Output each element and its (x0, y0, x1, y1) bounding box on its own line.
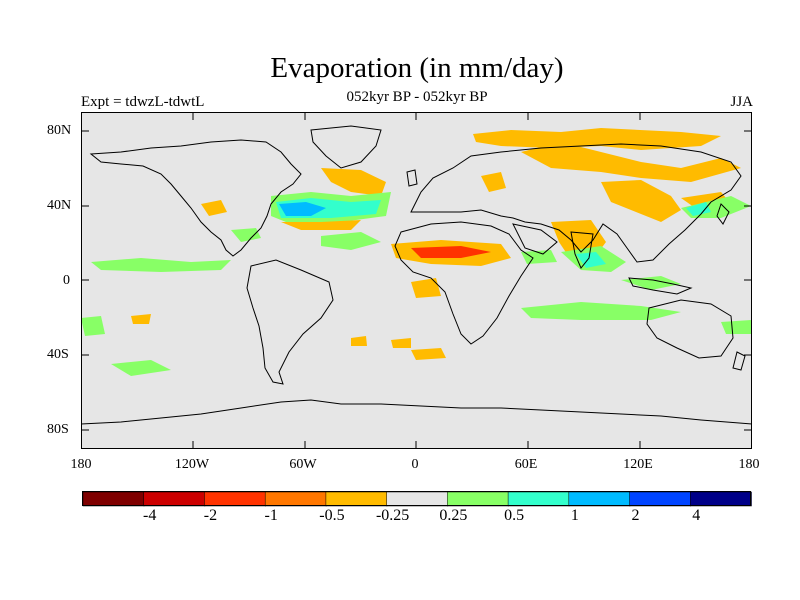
colorbar-label: -1 (264, 507, 278, 524)
colorbar-box (386, 491, 449, 507)
coast-antarctica (81, 399, 753, 425)
coastlines (81, 125, 753, 425)
patch-atlantic-south-orange (281, 220, 361, 230)
colorbar-label: 2 (631, 507, 640, 524)
coast-arabia (512, 223, 558, 255)
experiment-label: Expt = tdwzL-tdwtL (81, 94, 205, 110)
lat-tick-0: 0 (63, 273, 70, 288)
lon-tick-120w: 120W (174, 457, 210, 472)
patch-south-ocean-orange2 (391, 338, 411, 348)
colorbar-box (568, 491, 631, 507)
coast-uk (406, 169, 418, 187)
patch-sp-orange (131, 314, 151, 324)
patch-australia-east-green (721, 320, 751, 334)
lat-tick-40s: 40S (47, 347, 69, 362)
patch-europe-orange (481, 172, 506, 192)
coast-greenland (310, 125, 382, 169)
lon-tick-60w: 60W (289, 457, 317, 472)
patch-maritime-green (621, 276, 681, 290)
colorbar-box (82, 491, 145, 507)
coast-india (570, 231, 594, 269)
axis-ticks (81, 112, 752, 449)
patch-africa-east-green (521, 250, 557, 264)
lat-tick-80n: 80N (47, 123, 72, 138)
patch-asia-orange (601, 180, 681, 222)
coast-south-america (246, 259, 334, 385)
coast-north-america (89, 139, 302, 257)
lon-tick-60e: 60E (514, 457, 538, 472)
colorbar-box (325, 491, 388, 507)
lon-tick-0: 0 (411, 457, 419, 472)
colorbar-box (629, 491, 692, 507)
colorbar-label: 1 (570, 507, 579, 524)
lon-tick-120e: 120E (623, 457, 653, 472)
lat-tick-40n: 40N (47, 198, 72, 213)
coast-indonesia (628, 277, 693, 295)
lat-tick-80s: 80S (47, 422, 69, 437)
coast-africa (394, 221, 534, 345)
colorbar-box (204, 491, 266, 507)
colorbar-box (507, 491, 570, 507)
colorbar-box (447, 491, 509, 507)
patch-na-west-orange (201, 200, 227, 216)
patch-central-america-green (231, 228, 261, 242)
plot-title: Evaporation (in mm/day) (270, 52, 564, 84)
colorbar-label: 4 (692, 507, 701, 524)
colorbar-label: 0.5 (504, 507, 525, 524)
patch-arctic-orange (473, 128, 721, 150)
colorbar-label: -4 (143, 507, 157, 524)
patch-equatorial-atlantic-green (321, 232, 381, 250)
patch-south-atlantic-orange (411, 278, 441, 298)
colorbar-box (143, 491, 206, 507)
patch-south-pacific-green2 (111, 360, 171, 376)
colorbar-label: -0.25 (375, 507, 410, 524)
colorbar-label: -0.5 (319, 507, 345, 524)
patch-tropical-pacific-green (91, 258, 231, 272)
coast-japan (716, 203, 730, 225)
coast-australia (646, 299, 734, 359)
lon-tick-180e: 180 (738, 457, 760, 472)
patch-south-ocean-orange (411, 348, 446, 360)
colorbar-box (690, 491, 752, 507)
patch-siberia-orange (521, 142, 741, 182)
coast-eurasia (410, 143, 742, 263)
patch-sp-orange2 (351, 336, 367, 346)
colorbar-label: -2 (203, 507, 218, 524)
lon-tick-180w: 180 (70, 457, 92, 472)
evaporation-map (81, 112, 753, 449)
anomaly-patches (81, 128, 751, 376)
season-label: JJA (730, 94, 753, 110)
patch-atlantic-blue (279, 202, 326, 216)
patch-atlantic-orange (321, 168, 386, 196)
coast-new-zealand (732, 351, 746, 371)
patch-nw-pacific-cyan (686, 202, 711, 216)
patch-sahel-red (411, 246, 491, 258)
colorbar-label: 0.25 (439, 507, 468, 524)
colorbar (82, 491, 752, 507)
patch-south-pacific-green (81, 316, 105, 336)
colorbar-box (264, 491, 327, 507)
plot-subtitle: 052kyr BP - 052kyr BP (346, 89, 488, 105)
patch-indian-cyan (576, 252, 606, 268)
patch-south-indian-green (521, 302, 681, 320)
